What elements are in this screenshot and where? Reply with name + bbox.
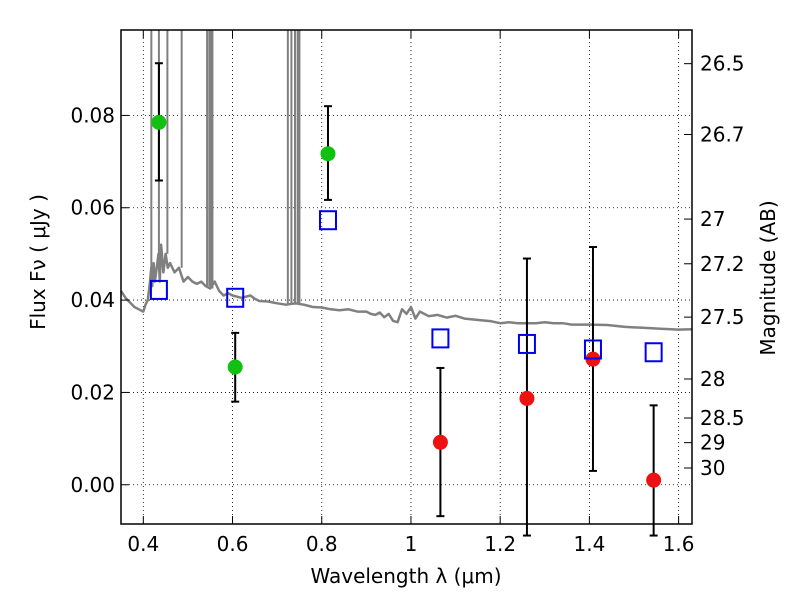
x-tick-label: 0.4 [127, 532, 159, 556]
magnitude-tick-label: 26.7 [700, 123, 745, 147]
plot-frame [120, 29, 693, 525]
model-photometry-point [644, 342, 663, 363]
model-photometry-point [149, 279, 168, 300]
magnitude-tick-label: 27 [700, 207, 725, 231]
model-sed-curve [119, 243, 693, 331]
y-tick-label: 0.06 [70, 196, 115, 220]
x-tick-label: 1 [405, 532, 418, 556]
x-tick-label: 0.8 [306, 532, 338, 556]
model-photometry-point [583, 339, 602, 360]
data-point [227, 359, 243, 375]
x-tick-label: 1.6 [663, 532, 695, 556]
y-axis-label: Flux Fν ( μJy ) [26, 194, 50, 330]
magnitude-tick-label: 28.5 [700, 406, 745, 430]
x-tick-label: 1.4 [573, 532, 605, 556]
x-axis-label: Wavelength λ (μm) [310, 564, 501, 588]
y-ticks: 0.00 0.02 0.04 0.06 0.08 [70, 103, 129, 497]
photometry-points [149, 62, 663, 537]
x-tick-label: 0.6 [217, 532, 249, 556]
magnitude-tick-label: 27.2 [700, 252, 745, 276]
model-photometry-point [431, 328, 450, 349]
data-point [519, 390, 535, 406]
data-point [320, 146, 336, 162]
y-tick-label: 0.04 [70, 288, 115, 312]
model-photometry-point [517, 333, 536, 354]
magnitude-tick-label: 27.5 [700, 305, 745, 329]
magnitude-tick-label: 26.5 [700, 52, 745, 76]
y-tick-label: 0.00 [70, 473, 115, 497]
x-ticks: 0.4 0.6 0.8 1 1.2 1.4 1.6 [127, 30, 695, 556]
y-tick-label: 0.02 [70, 380, 115, 404]
x-tick-label: 1.2 [484, 532, 516, 556]
magnitude-tick-label: 30 [700, 456, 725, 480]
model-photometry-point [318, 210, 337, 231]
model-sed [119, 30, 693, 331]
magnitude-tick-label: 29 [700, 431, 725, 455]
data-point [432, 434, 448, 450]
y-tick-label: 0.08 [70, 103, 115, 127]
data-point [646, 472, 662, 488]
right-y-axis-label: Magnitude (AB) [756, 200, 780, 355]
data-point [151, 114, 167, 130]
model-photometry-point [226, 287, 245, 308]
magnitude-tick-label: 28 [700, 367, 725, 391]
